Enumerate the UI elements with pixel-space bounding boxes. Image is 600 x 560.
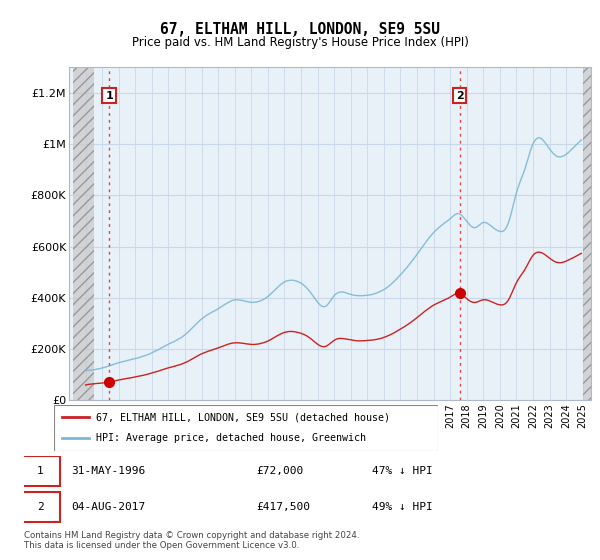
FancyBboxPatch shape — [21, 456, 60, 486]
Text: 47% ↓ HPI: 47% ↓ HPI — [372, 466, 433, 476]
Text: 1: 1 — [37, 466, 44, 476]
Text: HPI: Average price, detached house, Greenwich: HPI: Average price, detached house, Gree… — [96, 433, 366, 444]
Text: Price paid vs. HM Land Registry's House Price Index (HPI): Price paid vs. HM Land Registry's House … — [131, 36, 469, 49]
Bar — [73, 67, 94, 400]
FancyBboxPatch shape — [21, 492, 60, 521]
Text: 67, ELTHAM HILL, LONDON, SE9 5SU (detached house): 67, ELTHAM HILL, LONDON, SE9 5SU (detach… — [96, 412, 390, 422]
Text: 2: 2 — [456, 91, 464, 101]
FancyBboxPatch shape — [54, 405, 438, 451]
Text: 31-MAY-1996: 31-MAY-1996 — [71, 466, 145, 476]
Text: 49% ↓ HPI: 49% ↓ HPI — [372, 502, 433, 512]
Text: 67, ELTHAM HILL, LONDON, SE9 5SU: 67, ELTHAM HILL, LONDON, SE9 5SU — [160, 22, 440, 38]
Bar — [583, 67, 591, 400]
Text: 04-AUG-2017: 04-AUG-2017 — [71, 502, 145, 512]
Bar — [583, 67, 591, 400]
Bar — [73, 67, 94, 400]
Text: £417,500: £417,500 — [256, 502, 310, 512]
Text: Contains HM Land Registry data © Crown copyright and database right 2024.
This d: Contains HM Land Registry data © Crown c… — [24, 530, 359, 550]
Text: 1: 1 — [105, 91, 113, 101]
Text: £72,000: £72,000 — [256, 466, 303, 476]
Text: 2: 2 — [37, 502, 44, 512]
